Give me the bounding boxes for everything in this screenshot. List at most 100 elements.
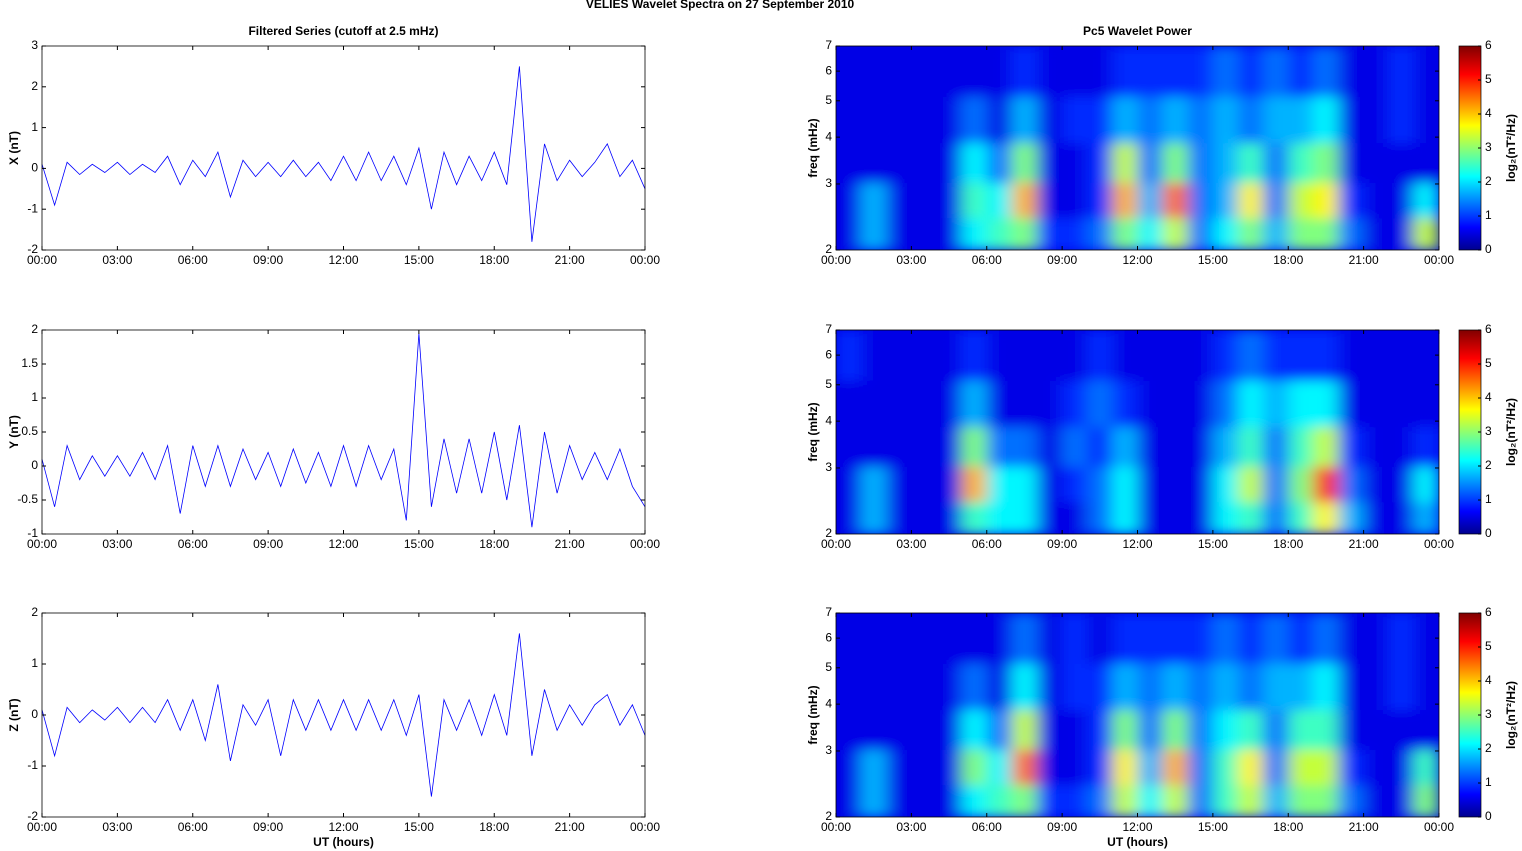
heatmap-cell: [1288, 96, 1314, 144]
x-tick-label: 09:00: [1047, 537, 1077, 551]
heatmap-cell: [961, 380, 988, 428]
x-tick-label: 03:00: [896, 537, 926, 551]
heatmap-cell: [1011, 426, 1038, 467]
heatmap-cell: [1187, 613, 1214, 664]
heatmap-cell: [911, 663, 937, 711]
heatmap-cell: [1313, 784, 1339, 817]
heatmap-cell: [1338, 426, 1365, 467]
heatmap-cell: [836, 501, 862, 534]
heatmap-cell: [1313, 613, 1339, 664]
heatmap-cell: [1011, 466, 1038, 503]
x-tick-label: 00:00: [630, 820, 660, 834]
heatmap-cell: [1388, 663, 1415, 711]
heatmap-cell: [1112, 426, 1138, 467]
heatmap-cell: [1212, 142, 1239, 183]
heatmap-cell: [861, 663, 887, 711]
heatmap-cell: [861, 501, 887, 534]
heatmap-cell: [1037, 142, 1063, 183]
heatmap-cell: [1162, 217, 1189, 250]
y-tick-label: 2: [31, 322, 38, 336]
heatmap-cell: [1137, 182, 1164, 219]
heatmap-cell: [1112, 466, 1138, 503]
x-tick-label: 06:00: [178, 537, 208, 551]
y-tick-label: 1: [31, 390, 38, 404]
y-axis-label: Y (nT): [7, 415, 21, 449]
heatmap-cell: [1413, 749, 1439, 786]
heatmap-cell: [1363, 380, 1390, 428]
heatmap-cell: [1363, 426, 1390, 467]
heatmap-cell: [1037, 784, 1063, 817]
y-tick-label: 4: [825, 129, 832, 143]
heatmap-cell: [1062, 217, 1088, 250]
y-tick-label: 3: [825, 176, 832, 190]
heatmap-cell: [1062, 182, 1088, 219]
heatmap-cell: [936, 466, 963, 503]
y-tick-label: 1.5: [21, 356, 38, 370]
heatmap-cell: [1062, 142, 1088, 183]
heatmap-cell: [1137, 709, 1164, 750]
heatmap-cell: [1363, 46, 1390, 97]
plot-background: [42, 613, 645, 817]
heatmap-cell: [1263, 330, 1289, 381]
heatmap-cell: [1238, 142, 1264, 183]
heatmap-cell: [1363, 663, 1390, 711]
heatmap-cell: [936, 749, 963, 786]
heatmap-cell: [936, 182, 963, 219]
heatmap-cell: [886, 217, 912, 250]
heatmap-cell: [861, 749, 887, 786]
heatmap-cell: [1263, 380, 1289, 428]
heatmap-cell: [1288, 501, 1314, 534]
heatmap-cell: [836, 182, 862, 219]
heatmap-cell: [861, 784, 887, 817]
heatmap-cells: [836, 613, 1439, 817]
heatmap-cell: [886, 182, 912, 219]
heatmap-cell: [1413, 217, 1439, 250]
heatmap-cell: [1363, 749, 1390, 786]
heatmap-cell: [886, 501, 912, 534]
heatmap-cell: [1087, 46, 1113, 97]
y-tick-label: 0.5: [21, 424, 38, 438]
colorbar-tick-label: 0: [1485, 526, 1492, 540]
heatmap-cell: [1137, 466, 1164, 503]
y-tick-label: 7: [825, 38, 832, 52]
heatmap-cell: [1212, 182, 1239, 219]
heatmap-cell: [1062, 380, 1088, 428]
x-tick-label: 09:00: [253, 253, 283, 267]
heatmap-cell: [986, 784, 1013, 817]
heatmap-cell: [961, 663, 988, 711]
heatmap-cell: [911, 466, 937, 503]
series-line: [41, 333, 646, 528]
heatmap-cell: [1288, 749, 1314, 786]
colorbar-tick-label: 1: [1485, 208, 1492, 222]
heatmap-cell: [1212, 217, 1239, 250]
heatmap-cell: [1388, 426, 1415, 467]
heatmap-cell: [961, 217, 988, 250]
heatmap-cell: [1263, 46, 1289, 97]
heatmap-cell: [936, 613, 963, 664]
heatmap-cell: [1137, 426, 1164, 467]
heatmap-cell: [1062, 501, 1088, 534]
heatmap-cell: [936, 46, 963, 97]
y-tick-label: -2: [27, 809, 38, 823]
heatmap-cell: [861, 217, 887, 250]
heatmap-cell: [961, 142, 988, 183]
y-tick-label: 5: [825, 377, 832, 391]
heatmap-cell: [1037, 182, 1063, 219]
heatmap-cell: [1388, 613, 1415, 664]
heatmap-cell: [1212, 46, 1239, 97]
heatmap-cell: [1238, 380, 1264, 428]
x-tick-label: 00:00: [27, 537, 57, 551]
heatmap-cell: [1313, 380, 1339, 428]
heatmap-cell: [1187, 380, 1214, 428]
heatmap-cell: [861, 46, 887, 97]
heatmap-cell: [1413, 182, 1439, 219]
heatmap-cell: [1263, 426, 1289, 467]
heatmap-cell: [1238, 426, 1264, 467]
heatmap-cell: [861, 466, 887, 503]
x-tick-label: 21:00: [1349, 253, 1379, 267]
y-tick-label: 4: [825, 413, 832, 427]
heatmap-cell: [1011, 96, 1038, 144]
heatmap-cell: [1011, 749, 1038, 786]
colorbar-tick-label: 6: [1485, 322, 1492, 336]
x-tick-label: 21:00: [1349, 537, 1379, 551]
